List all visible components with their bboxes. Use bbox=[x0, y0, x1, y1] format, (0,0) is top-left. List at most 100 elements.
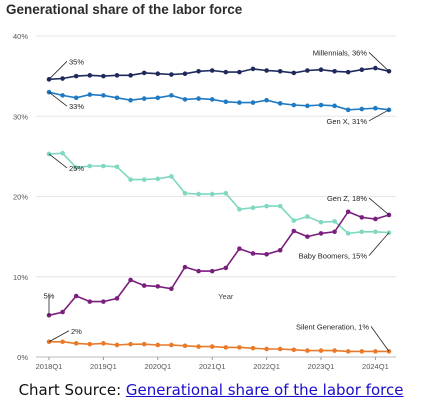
series-label: 25% bbox=[69, 164, 84, 173]
data-point bbox=[60, 309, 65, 315]
data-point bbox=[345, 107, 351, 113]
series-label: 5% bbox=[44, 291, 55, 300]
caption-prefix: Chart Source: bbox=[18, 381, 126, 399]
series-line bbox=[48, 67, 390, 81]
series-label: Silent Generation, 1% bbox=[296, 322, 369, 331]
data-point bbox=[114, 296, 120, 301]
annotation-leader bbox=[48, 61, 68, 80]
x-axis: 2018Q1 2019Q1 2020Q1 2021Q1 2022Q1 2023Q1 2024… bbox=[36, 292, 396, 371]
data-point bbox=[291, 102, 297, 108]
data-point bbox=[291, 218, 297, 223]
annotation-leader bbox=[368, 232, 390, 256]
data-point bbox=[359, 67, 365, 73]
x-tick-label: 2022Q1 bbox=[253, 362, 280, 371]
data-point bbox=[60, 339, 65, 345]
data-point bbox=[277, 101, 283, 106]
data-point bbox=[318, 219, 324, 225]
data-point bbox=[250, 345, 256, 351]
data-point bbox=[169, 342, 174, 348]
data-point bbox=[155, 71, 161, 77]
data-point bbox=[169, 93, 174, 98]
data-point bbox=[250, 66, 256, 72]
data-point bbox=[318, 348, 324, 353]
data-point bbox=[87, 92, 93, 97]
data-point bbox=[373, 349, 378, 354]
data-point bbox=[196, 344, 201, 349]
y-tick-label: 30% bbox=[13, 112, 28, 121]
data-point bbox=[237, 100, 242, 105]
data-point bbox=[182, 264, 188, 270]
x-tick-label: 2019Q1 bbox=[90, 362, 117, 371]
data-point bbox=[60, 93, 65, 98]
x-tick-label: 2021Q1 bbox=[199, 362, 226, 371]
data-point bbox=[209, 268, 215, 274]
data-point bbox=[223, 69, 229, 75]
series-lines bbox=[46, 65, 392, 354]
y-tick-label: 10% bbox=[13, 273, 28, 282]
data-point bbox=[359, 349, 365, 354]
data-point bbox=[237, 246, 242, 251]
data-point bbox=[305, 214, 310, 219]
data-point bbox=[60, 150, 65, 156]
data-point bbox=[196, 69, 201, 74]
data-point bbox=[305, 103, 310, 109]
data-point bbox=[345, 209, 351, 215]
data-point bbox=[237, 69, 242, 75]
data-point bbox=[73, 293, 79, 299]
data-point bbox=[345, 69, 351, 75]
series-label: 35% bbox=[69, 57, 84, 66]
data-point bbox=[264, 203, 269, 209]
data-point bbox=[277, 203, 283, 209]
data-point bbox=[101, 341, 106, 346]
data-point bbox=[223, 99, 229, 105]
data-point bbox=[155, 176, 161, 182]
data-point bbox=[345, 349, 351, 354]
line-chart: 0%10%20%30%40% 2018Q1 2019Q1 2020Q1 2021Q1 2… bbox=[13, 32, 396, 371]
data-point bbox=[101, 73, 106, 79]
annotation-leader bbox=[368, 197, 390, 216]
data-point bbox=[87, 341, 93, 347]
data-point bbox=[359, 215, 365, 220]
data-point bbox=[237, 345, 242, 350]
series-label: Gen Z, 18% bbox=[327, 194, 367, 203]
data-point bbox=[169, 174, 174, 179]
data-point bbox=[141, 341, 147, 347]
data-point bbox=[305, 234, 310, 239]
data-point bbox=[250, 251, 256, 256]
data-point bbox=[114, 95, 120, 101]
y-tick-label: 40% bbox=[13, 32, 28, 41]
chart-title: Generational share of the labor force bbox=[6, 2, 243, 17]
data-point bbox=[373, 105, 378, 111]
data-point bbox=[169, 72, 174, 77]
data-point bbox=[141, 96, 147, 101]
data-point bbox=[114, 73, 120, 78]
data-point bbox=[155, 95, 161, 101]
data-point bbox=[73, 95, 79, 101]
data-point bbox=[209, 344, 215, 349]
data-point bbox=[277, 346, 283, 352]
y-tick-label: 0% bbox=[17, 353, 28, 362]
series-line bbox=[48, 91, 390, 111]
chart-source-caption: Chart Source: Generational share of the … bbox=[0, 381, 422, 399]
x-tick-label: 2018Q1 bbox=[36, 362, 63, 371]
data-point bbox=[182, 190, 188, 196]
x-axis-label: Year bbox=[218, 292, 234, 301]
annotation-leader bbox=[370, 326, 390, 352]
data-point bbox=[196, 191, 201, 197]
chart-source-link[interactable]: Generational share of the labor force bbox=[125, 381, 404, 399]
data-point bbox=[332, 229, 337, 235]
data-point bbox=[128, 97, 133, 103]
data-point bbox=[209, 191, 215, 197]
data-point bbox=[128, 277, 133, 283]
data-point bbox=[277, 69, 283, 74]
data-point bbox=[73, 73, 79, 79]
data-point bbox=[141, 283, 147, 288]
data-point bbox=[196, 96, 201, 101]
data-point bbox=[128, 341, 133, 347]
data-point bbox=[223, 345, 229, 350]
data-point bbox=[114, 164, 120, 170]
data-point bbox=[114, 342, 120, 348]
data-point bbox=[305, 68, 310, 73]
series-label: Gen X, 31% bbox=[327, 117, 368, 126]
data-point bbox=[128, 73, 133, 78]
